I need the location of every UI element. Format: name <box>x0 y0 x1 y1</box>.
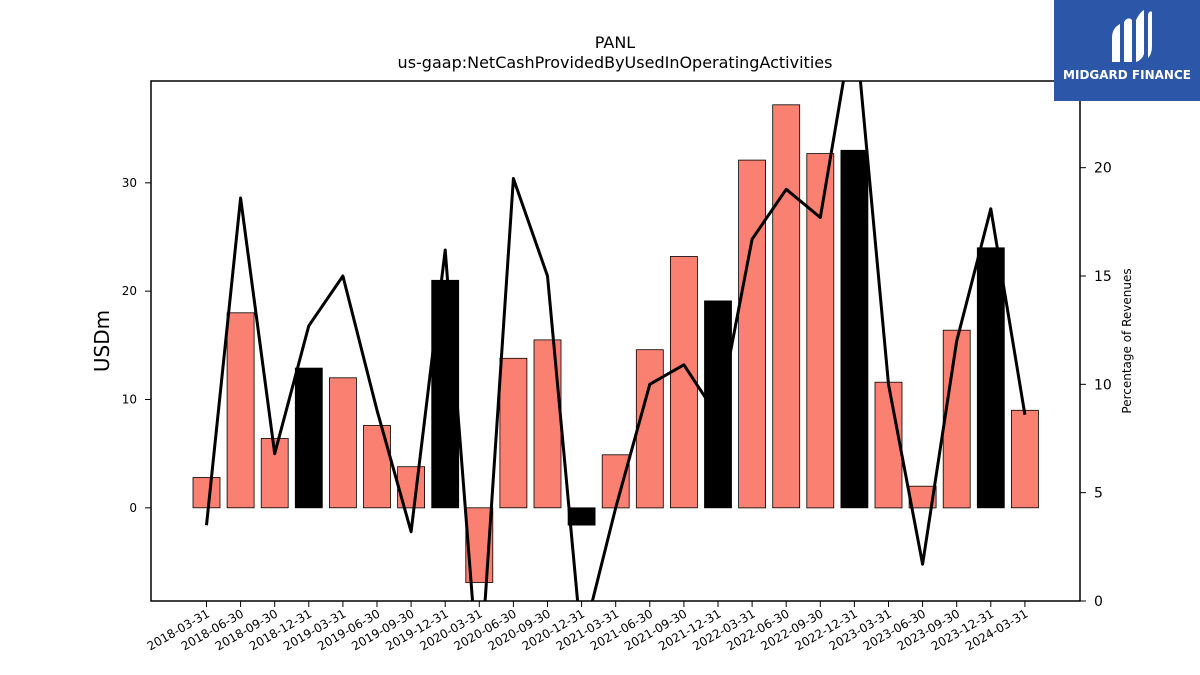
x-axis: 2018-03-312018-06-302018-09-302018-12-31… <box>145 601 1030 653</box>
y-axis: 0 10 20 30 <box>122 176 151 515</box>
bar-2022-06-30 <box>772 104 801 509</box>
bar-2018-06-30 <box>226 312 255 509</box>
y-tick-label: 0 <box>129 501 137 515</box>
y2-tick-label: 20 <box>1094 161 1112 177</box>
bar-series <box>192 104 1039 583</box>
bar-2019-06-30 <box>363 425 391 509</box>
bar-2021-06-30 <box>635 349 664 509</box>
y-tick-label: 30 <box>122 176 137 190</box>
chart-subtitle: us-gaap:NetCashProvidedByUsedInOperating… <box>398 53 833 72</box>
line-series <box>205 81 1027 601</box>
y-tick-label: 10 <box>122 393 137 407</box>
bar-2022-03-31 <box>738 159 766 509</box>
y2-tick-label: 5 <box>1094 486 1103 502</box>
bar-2022-12-31 <box>840 149 869 509</box>
y2-axis-label: Percentage of Revenues <box>1120 268 1134 413</box>
bar-2023-09-30 <box>942 329 971 509</box>
bar-2023-12-31 <box>976 247 1005 509</box>
bar-2019-03-31 <box>328 377 357 509</box>
bar-2021-03-31 <box>601 454 630 509</box>
bar-2024-03-31 <box>1011 409 1039 509</box>
bar-2018-03-31 <box>192 477 221 509</box>
bar-2019-12-31 <box>431 279 460 509</box>
bar-2018-12-31 <box>294 367 323 509</box>
bar-2020-12-31 <box>567 507 596 526</box>
bar-2021-09-30 <box>670 256 698 509</box>
bar-2023-03-31 <box>874 381 903 509</box>
logo-icon <box>1112 10 1152 62</box>
bar-2022-09-30 <box>806 153 835 509</box>
y2-tick-label: 10 <box>1094 377 1112 393</box>
logo-text: MIDGARD FINANCE <box>1063 68 1191 82</box>
midgard-finance-logo: MIDGARD FINANCE <box>1054 0 1200 101</box>
y-tick-label: 20 <box>122 284 137 298</box>
y2-tick-label: 15 <box>1094 269 1112 285</box>
chart-title: PANL <box>595 33 636 52</box>
y2-tick-label: 0 <box>1094 594 1103 610</box>
plot-frame <box>150 80 1081 602</box>
y2-axis: 0 5 10 15 20 <box>1080 161 1112 610</box>
y-axis-label: USDm <box>90 310 114 372</box>
bar-2020-06-30 <box>499 357 528 509</box>
percentage-line <box>205 81 1027 601</box>
